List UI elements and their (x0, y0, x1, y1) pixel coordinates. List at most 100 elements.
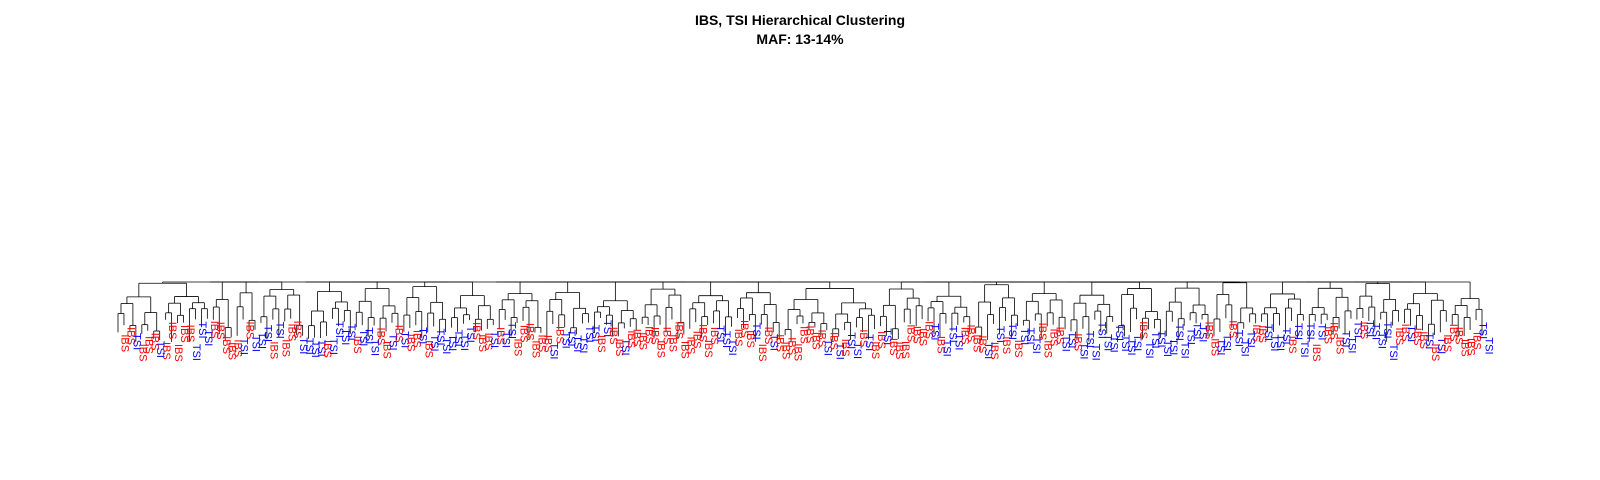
leaf-label: TSI (982, 342, 994, 359)
leaf-label: IBS (661, 327, 673, 345)
leaf-label: IBS (637, 332, 649, 350)
leaf-label: IBS (976, 335, 988, 353)
leaf-label: TSI (339, 328, 351, 345)
leaf-label: TSI (250, 335, 262, 352)
leaf-label: IBS (1411, 328, 1423, 346)
leaf-label: IBS (1429, 344, 1441, 362)
leaf-label: IBS (911, 326, 923, 344)
leaf-label: IBS (798, 326, 810, 344)
leaf-label: TSI (1363, 320, 1375, 337)
leaf-label: IBS (678, 341, 690, 359)
leaf-label: IBS (839, 339, 851, 357)
leaf-label: IBS (809, 332, 821, 350)
leaf-label: TSI (357, 329, 369, 346)
leaf-label: IBS (690, 331, 702, 349)
leaf-label: IBS (529, 340, 541, 358)
leaf-label: IBS (643, 326, 655, 344)
leaf-label: IBS (172, 344, 184, 362)
leaf-label: TSI (297, 337, 309, 354)
leaf-label: IBS (625, 330, 637, 348)
leaf-label: TSI (1387, 344, 1399, 361)
leaf-label: IBS (1310, 344, 1322, 362)
leaf-label: TSI (1435, 337, 1447, 354)
leaf-label: IBS (1042, 340, 1054, 358)
leaf-label: IBS (226, 342, 238, 360)
leaf-label: IBS (381, 341, 393, 359)
leaf-label: TSI (452, 330, 464, 347)
leaf-label: IBS (291, 321, 303, 339)
leaf-label: TSI (1060, 335, 1072, 352)
leaf-label: TSI (768, 334, 780, 351)
leaf-label: TSI (238, 338, 250, 355)
leaf-label: TSI (327, 338, 339, 355)
leaf-label: IBS (607, 327, 619, 345)
leaf-label: IBS (178, 325, 190, 343)
leaf-label: IBS (166, 322, 178, 340)
leaf-label: TSI (1095, 322, 1107, 339)
leaf-label: IBS (476, 334, 488, 352)
leaf-label: IBS (422, 340, 434, 358)
leaf-label: TSI (583, 326, 595, 343)
leaf-label: TSI (345, 324, 357, 341)
leaf-label: TSI (1220, 334, 1232, 351)
leaf-label: TSI (1024, 327, 1036, 344)
leaf-label: TSI (714, 325, 726, 342)
leaf-label: TSI (1125, 338, 1137, 355)
leaf-label: TSI (369, 339, 381, 356)
leaf-label: TSI (428, 334, 440, 351)
leaf-label: IBS (1417, 331, 1429, 349)
leaf-label: IBS (988, 342, 1000, 360)
leaf-label: TSI (1077, 342, 1089, 359)
leaf-label: IBS (738, 320, 750, 338)
leaf-label: IBS (1471, 332, 1483, 350)
leaf-label: TSI (1351, 321, 1363, 338)
leaf-label: IBS (780, 342, 792, 360)
leaf-label: TSI (863, 334, 875, 351)
leaf-label: IBS (1203, 322, 1215, 340)
leaf-label: IBS (762, 327, 774, 345)
leaf-label: IBS (267, 341, 279, 359)
leaf-label: IBS (321, 340, 333, 358)
leaf-label: TSI (1238, 340, 1250, 357)
leaf-label: TSI (1262, 324, 1274, 341)
leaf-label: IBS (214, 322, 226, 340)
leaf-label: IBS (512, 339, 524, 357)
leaf-label: TSI (1268, 334, 1280, 351)
leaf-label: IBS (744, 330, 756, 348)
leaf-label: TSI (1304, 323, 1316, 340)
leaf-label: TSI (720, 331, 732, 348)
leaf-label: IBS (672, 321, 684, 339)
leaf-label: TSI (1107, 336, 1119, 353)
leaf-label: TSI (589, 325, 601, 342)
leaf-label: IBS (970, 334, 982, 352)
leaf-label: TSI (750, 323, 762, 340)
leaf-label: IBS (470, 322, 482, 340)
leaf-label: IBS (208, 321, 220, 339)
leaf-label: IBS (1357, 321, 1369, 339)
leaf-label: IBS (1012, 340, 1024, 358)
leaf-label: IBS (684, 336, 696, 354)
leaf-label: IBS (553, 326, 565, 344)
leaf-label: IBS (410, 330, 422, 348)
leaf-label: TSI (1280, 327, 1292, 344)
leaf-label: TSI (398, 331, 410, 348)
leaf-label: IBS (1137, 321, 1149, 339)
leaf-label: TSI (929, 323, 941, 340)
leaf-label: IBS (708, 327, 720, 345)
leaf-label: TSI (440, 337, 452, 354)
leaf-label: IBS (1209, 338, 1221, 356)
leaf-label: TSI (464, 326, 476, 343)
leaf-label: TSI (1083, 331, 1095, 348)
leaf-label: TSI (434, 328, 446, 345)
leaf-labels: IBSIBSTSIIBSIBSIBSTSIIBSIBSIBSIBSIBSTSIT… (119, 320, 1495, 362)
leaf-label: TSI (1119, 335, 1131, 352)
leaf-label: IBS (535, 334, 547, 352)
leaf-label: TSI (571, 335, 583, 352)
leaf-label: TSI (1143, 341, 1155, 358)
leaf-label: TSI (416, 327, 428, 344)
leaf-label: IBS (1328, 322, 1340, 340)
leaf-label: TSI (458, 334, 470, 351)
leaf-label: IBS (1048, 329, 1060, 347)
leaf-label: TSI (994, 326, 1006, 343)
